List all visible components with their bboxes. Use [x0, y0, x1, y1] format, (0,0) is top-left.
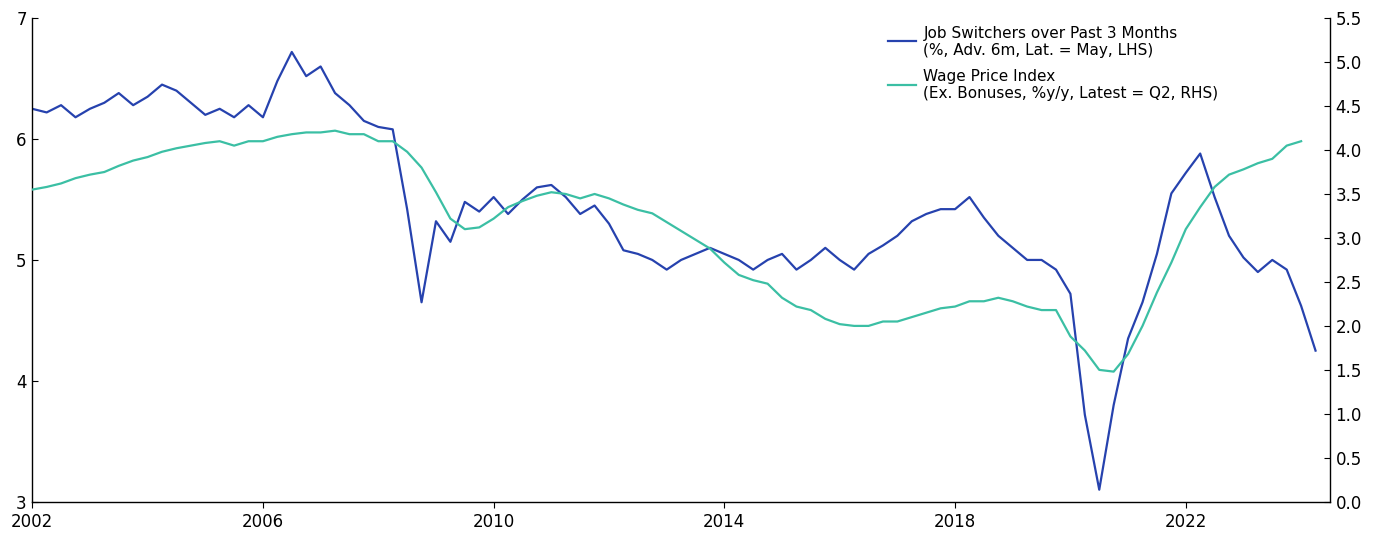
- Legend: Job Switchers over Past 3 Months
(%, Adv. 6m, Lat. = May, LHS), Wage Price Index: Job Switchers over Past 3 Months (%, Adv…: [888, 26, 1218, 101]
